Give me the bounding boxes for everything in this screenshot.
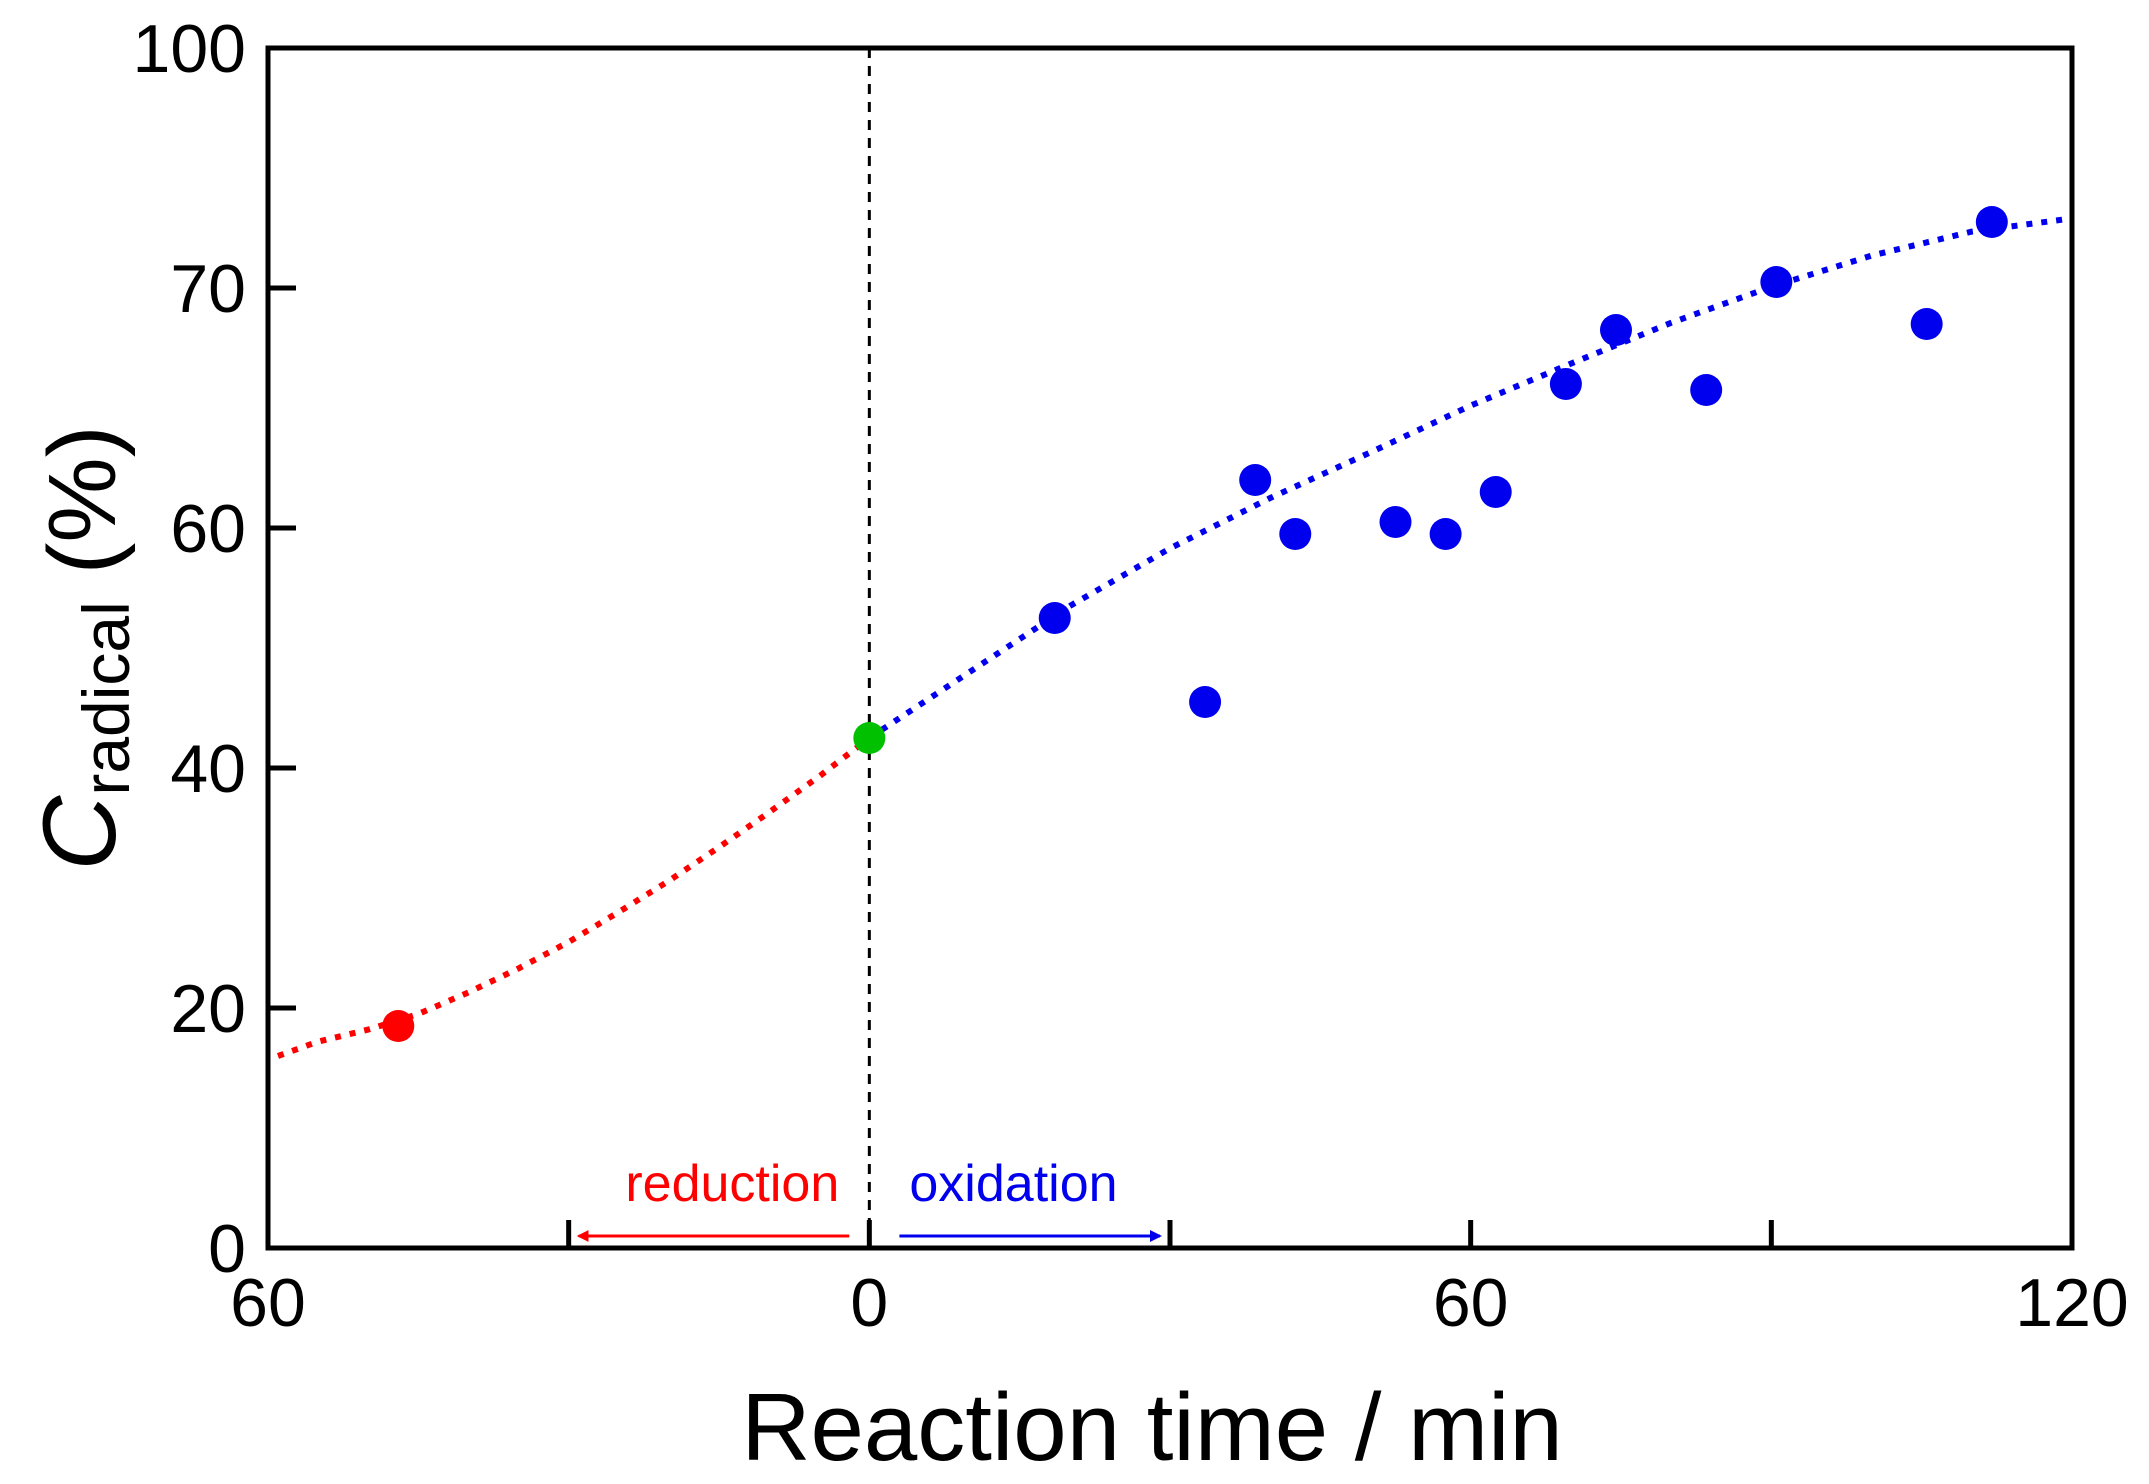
data-point-1-0 — [853, 722, 886, 754]
data-point-2-0 — [1038, 602, 1071, 634]
data-point-2-9 — [1690, 374, 1723, 406]
y-axis-title: Cradical (%) — [22, 425, 143, 871]
data-point-2-1 — [1189, 686, 1222, 718]
x-tick-label-0: 60 — [230, 1265, 306, 1341]
svg-text:Cradical (%): Cradical (%) — [22, 425, 143, 871]
y-tick-label-0: 0 — [208, 1211, 246, 1287]
plot-area: reduction oxidation — [276, 48, 2073, 1248]
y-tick-label-5: 100 — [133, 11, 246, 87]
annotation-label-oxidation: oxidation — [909, 1155, 1117, 1213]
x-tick-label-2: 0 — [850, 1265, 888, 1341]
plot-frame — [265, 45, 2075, 1251]
y-tick-label-1: 20 — [170, 971, 246, 1047]
annotation-label-reduction: reduction — [625, 1155, 839, 1213]
data-point-2-2 — [1239, 464, 1272, 496]
fit-curve-oxidation — [867, 215, 2073, 741]
x-tick-label-4: 60 — [1433, 1265, 1509, 1341]
y-tick-label-2: 40 — [170, 731, 246, 807]
y-tick-label-4: 70 — [170, 251, 246, 327]
data-point-2-3 — [1279, 518, 1312, 550]
y-axis-title-suffix: (%) — [29, 425, 136, 601]
data-point-2-8 — [1599, 314, 1632, 346]
x-axis-title: Reaction time / min — [741, 1374, 1563, 1481]
data-point-2-12 — [1975, 206, 2008, 238]
data-point-2-6 — [1479, 476, 1512, 508]
data-point-2-5 — [1429, 518, 1462, 550]
data-point-2-10 — [1760, 266, 1793, 298]
x-tick-label-6: 120 — [2015, 1265, 2128, 1341]
y-tick-label-3: 60 — [170, 491, 246, 567]
data-point-2-11 — [1910, 308, 1943, 340]
data-point-2-4 — [1379, 506, 1412, 538]
y-axis-title-subscript: radical — [69, 601, 143, 795]
data-point-2-7 — [1549, 368, 1582, 400]
data-point-0-0 — [382, 1010, 415, 1042]
y-axis-title-main: C — [22, 795, 138, 871]
fit-curve-reduction — [276, 735, 872, 1059]
